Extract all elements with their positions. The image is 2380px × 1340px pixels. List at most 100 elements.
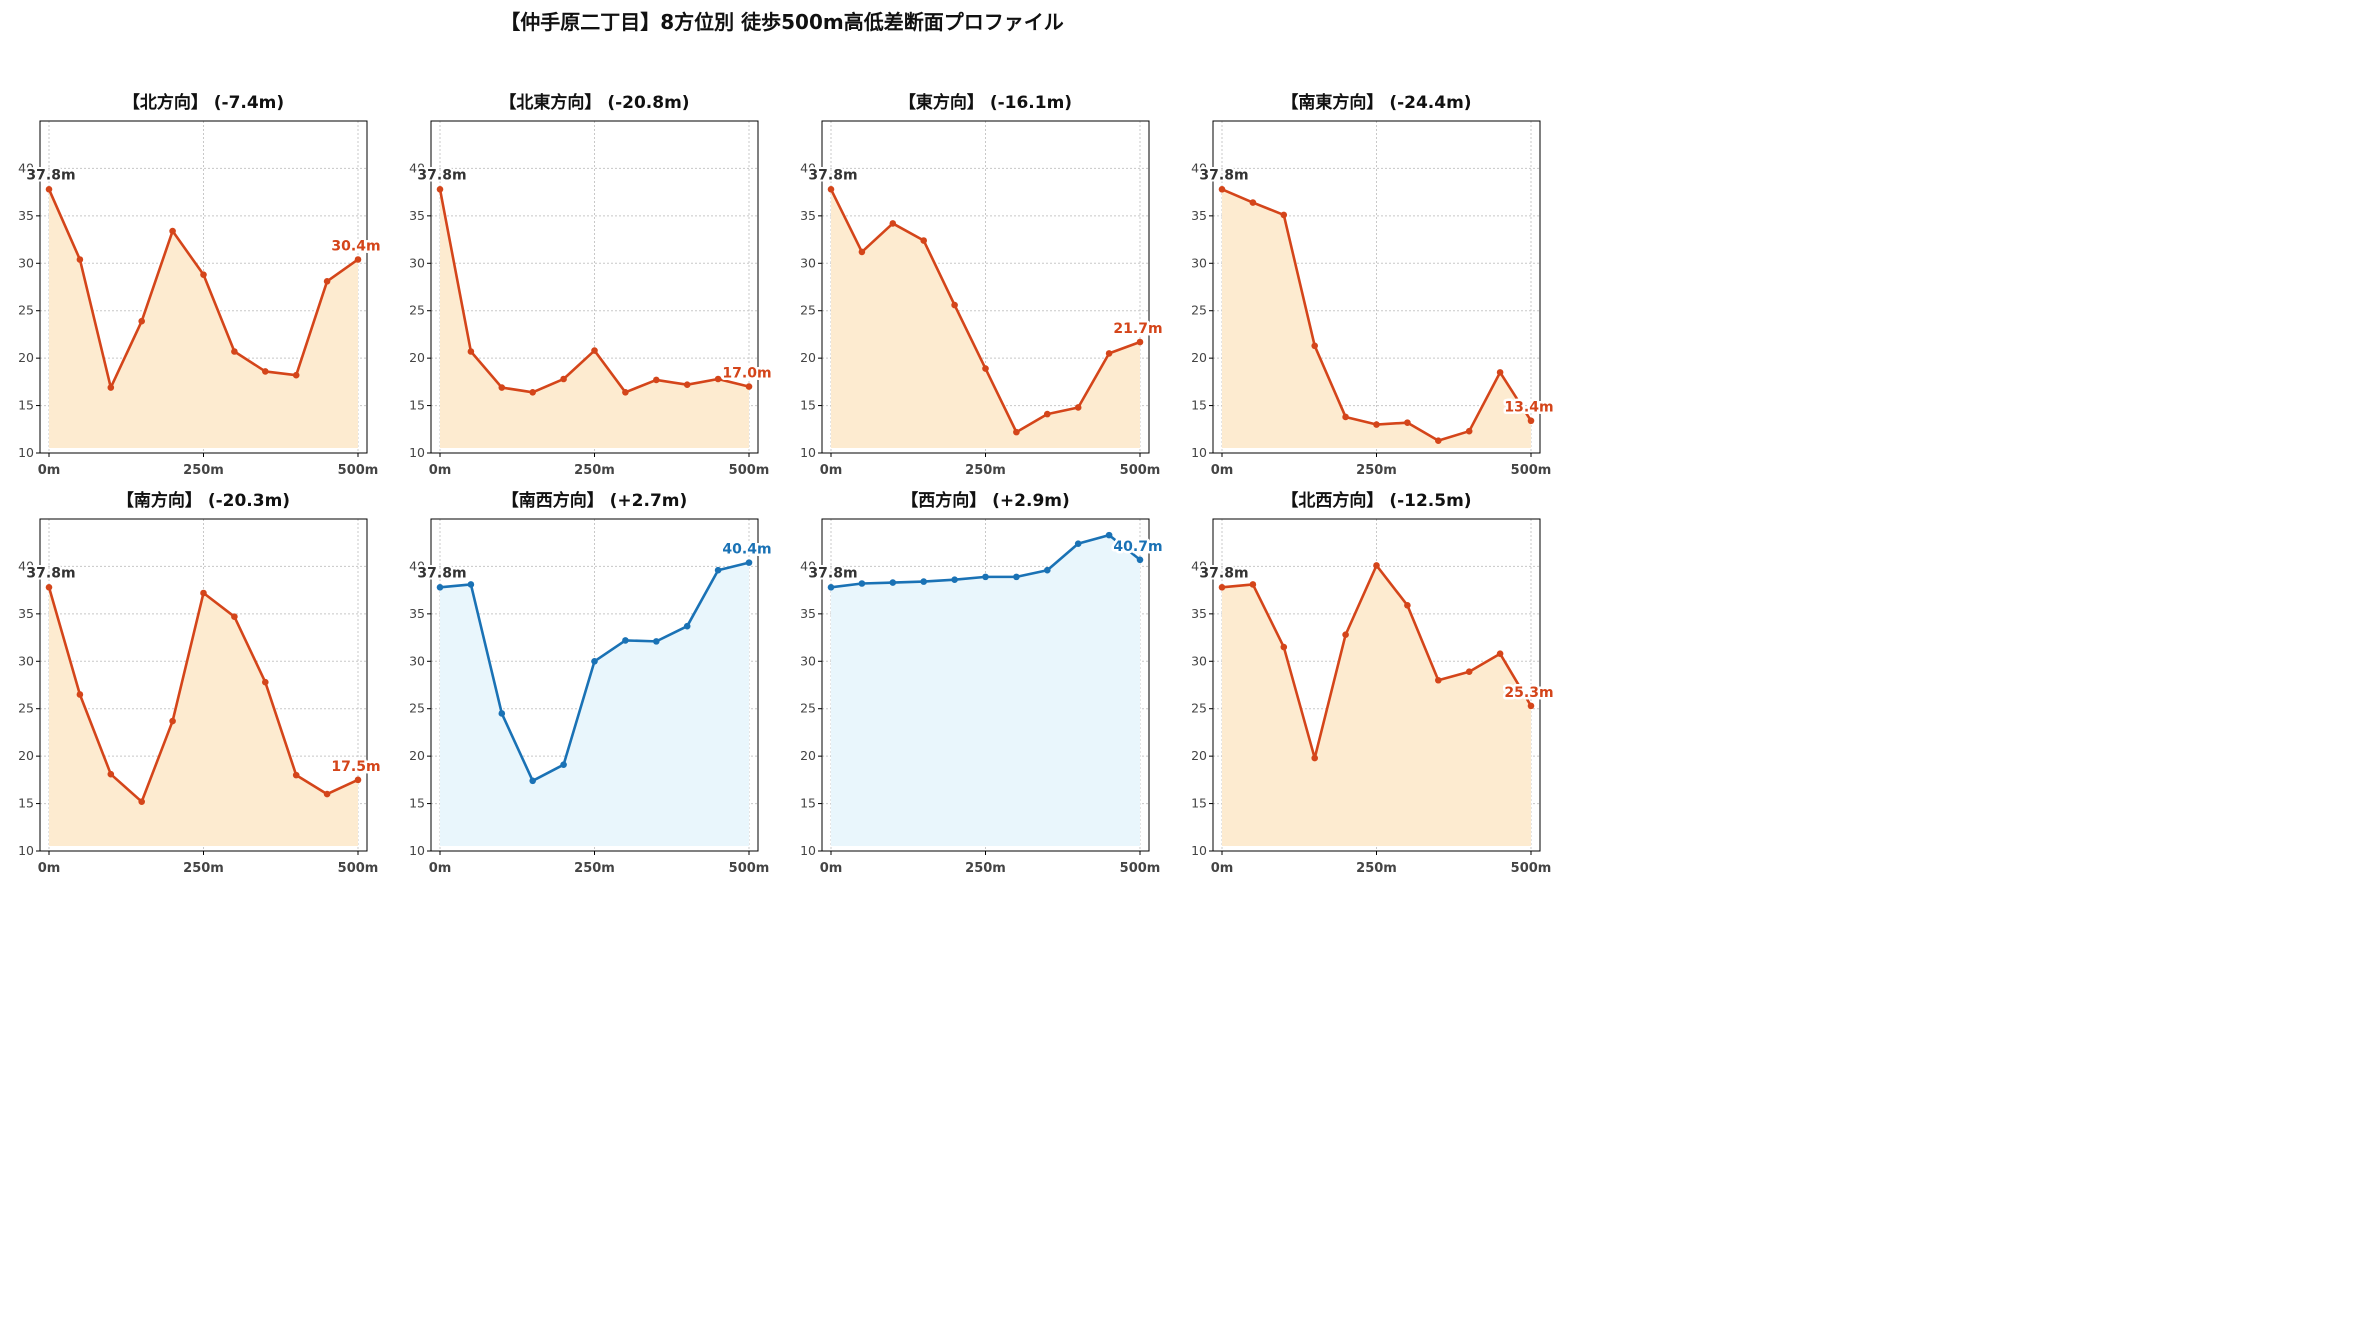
x-tick-label: 0m (38, 861, 61, 876)
end-label-halo: 13.4m (1504, 400, 1553, 416)
data-point (1249, 199, 1257, 206)
data-point (498, 710, 506, 717)
profile-panel: 【北西方向】 (-12.5m) 10 15 20 25 30 35 40 0m 250m 500m 3… (1191, 490, 1556, 876)
data-point (1074, 404, 1082, 411)
end-label-halo: 40.4m (722, 542, 771, 558)
y-tick-label: 15 (800, 796, 816, 811)
start-label-halo: 37.8m (808, 565, 857, 581)
y-tick-label: 15 (409, 398, 425, 413)
y-tick-label: 35 (1191, 606, 1207, 621)
start-elevation-label: 37.8m (417, 167, 466, 183)
data-point (1311, 342, 1318, 350)
data-point (262, 678, 269, 686)
data-point (1280, 643, 1288, 651)
data-point (529, 777, 536, 785)
x-tick-label: 250m (574, 463, 615, 478)
data-point (920, 237, 927, 244)
data-point (1404, 419, 1411, 426)
start-elevation-label: 37.8m (808, 167, 857, 183)
y-tick-label: 25 (800, 701, 816, 716)
x-tick-label: 0m (820, 463, 843, 478)
data-point (436, 583, 444, 591)
data-point (1527, 417, 1535, 425)
y-tick-label: 25 (1191, 303, 1207, 318)
x-tick-label: 0m (820, 861, 843, 876)
end-elevation-label: 30.4m (331, 238, 380, 254)
y-tick-label: 40 (409, 558, 425, 573)
data-point (262, 368, 269, 375)
y-tick-label: 30 (18, 653, 34, 668)
y-tick-label: 20 (1191, 748, 1207, 763)
data-point (827, 583, 835, 591)
x-tick-label: 250m (183, 861, 224, 876)
data-point (467, 348, 475, 355)
data-point (1496, 650, 1504, 657)
x-tick-label: 500m (1120, 861, 1161, 876)
data-point (1465, 427, 1473, 435)
y-tick-label: 25 (409, 303, 425, 318)
data-point (1218, 185, 1226, 193)
data-point (745, 559, 753, 566)
y-tick-label: 15 (18, 398, 34, 413)
data-point (498, 384, 506, 391)
data-point (1218, 583, 1226, 591)
x-tick-label: 500m (1511, 861, 1552, 876)
y-tick-label: 20 (1191, 350, 1207, 365)
start-label-halo: 37.8m (808, 167, 857, 183)
data-point (889, 220, 897, 227)
y-tick-label: 30 (800, 653, 816, 668)
data-point (436, 185, 444, 193)
x-tick-label: 0m (1211, 861, 1234, 876)
data-point (1527, 702, 1535, 710)
data-point (529, 388, 536, 396)
start-elevation-label: 37.8m (1199, 565, 1248, 581)
profile-panel: 【南東方向】 (-24.4m) 10 15 20 25 30 35 40 0m 250m 500m 3… (1191, 92, 1556, 478)
start-label-halo: 37.8m (1199, 565, 1248, 581)
y-tick-label: 35 (409, 606, 425, 621)
data-point (200, 589, 207, 597)
data-point (1136, 556, 1144, 564)
data-point (1311, 754, 1318, 762)
end-elevation-label: 40.4m (722, 542, 771, 558)
x-tick-label: 500m (729, 463, 770, 478)
x-tick-label: 500m (338, 463, 379, 478)
y-tick-label: 40 (18, 558, 34, 573)
y-tick-label: 35 (800, 606, 816, 621)
end-elevation-label: 40.7m (1113, 539, 1162, 555)
y-tick-label: 25 (1191, 701, 1207, 716)
data-point (231, 348, 238, 355)
data-point (76, 691, 84, 698)
data-point (1342, 413, 1349, 421)
y-tick-label: 30 (18, 255, 34, 270)
data-point (1136, 338, 1144, 346)
y-tick-label: 20 (18, 350, 34, 365)
end-label-halo: 25.3m (1504, 685, 1553, 701)
data-point (560, 761, 567, 768)
y-tick-label: 25 (409, 701, 425, 716)
y-tick-label: 15 (1191, 796, 1207, 811)
y-tick-label: 20 (409, 350, 425, 365)
panel-title: 【北方向】 (-7.4m) (123, 92, 284, 113)
data-point (714, 566, 722, 574)
start-elevation-label: 37.8m (26, 565, 75, 581)
y-tick-label: 10 (409, 445, 425, 460)
data-point (1465, 668, 1473, 676)
data-point (231, 613, 238, 621)
x-tick-label: 250m (965, 861, 1006, 876)
data-point (1435, 676, 1442, 684)
panel-title: 【西方向】 (+2.9m) (901, 490, 1070, 511)
data-point (1105, 531, 1113, 539)
data-point (1249, 581, 1257, 588)
data-point (714, 375, 722, 383)
y-tick-label: 40 (409, 160, 425, 175)
start-label-halo: 37.8m (417, 565, 466, 581)
end-label-halo: 21.7m (1113, 321, 1162, 337)
x-tick-label: 500m (1511, 463, 1552, 478)
y-tick-label: 10 (800, 445, 816, 460)
elevation-area (49, 587, 358, 846)
x-tick-label: 250m (183, 463, 224, 478)
y-tick-label: 10 (409, 843, 425, 858)
data-point (1074, 540, 1082, 547)
data-point (1105, 350, 1113, 357)
data-point (292, 371, 300, 379)
